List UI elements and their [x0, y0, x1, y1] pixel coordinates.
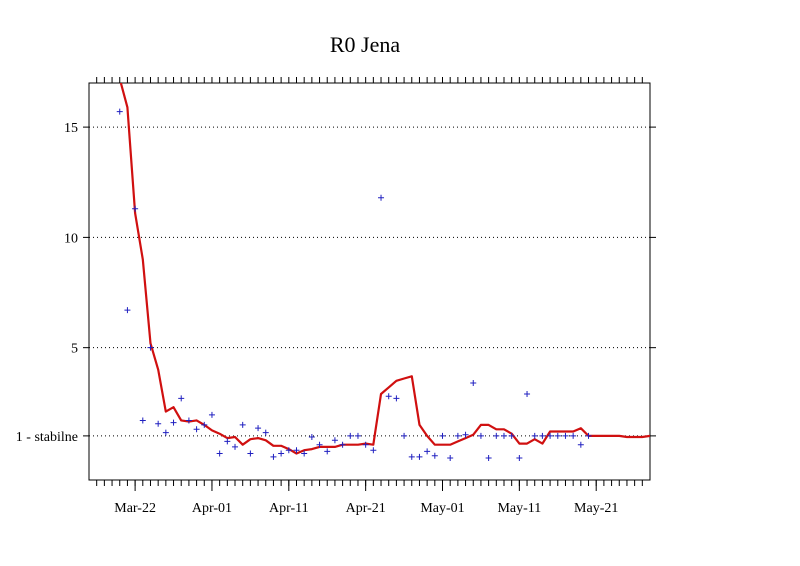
r0-daily-point-36 [393, 395, 400, 402]
r0-daily-point-27 [324, 448, 331, 455]
r0-daily-point-28 [331, 437, 338, 444]
x-tick-label-0: Mar-22 [114, 501, 156, 516]
x-tick-label-1: Apr-01 [192, 501, 232, 516]
r0-daily-point-13 [216, 450, 223, 457]
r0-daily-point-16 [239, 421, 246, 428]
r0-daily-point-54 [531, 432, 538, 439]
r0-daily-point-60 [577, 441, 584, 448]
r0-daily-point-18 [255, 425, 262, 432]
x-tick-label-3: Apr-21 [346, 501, 386, 516]
r0-daily-point-7 [170, 419, 177, 426]
r0-daily-point-58 [562, 432, 569, 439]
r0-daily-point-59 [570, 432, 577, 439]
y-axis: 1 - stabilne 5 10 15 [16, 121, 656, 445]
r0-daily-point-11 [201, 421, 208, 428]
r0-daily-point-46 [470, 379, 477, 386]
r0-daily-point-1 [124, 307, 131, 314]
r0-daily-point-34 [378, 194, 385, 201]
r0-daily-point-57 [554, 432, 561, 439]
r0-daily-point-19 [262, 429, 269, 436]
y-tick-label-3: 15 [64, 121, 78, 136]
r0-daily-point-53 [524, 390, 531, 397]
r0-daily-point-23 [293, 447, 300, 454]
chart-title: R0 Jena [330, 32, 401, 57]
r0-daily-point-40 [424, 448, 431, 455]
r0-daily-point-35 [385, 393, 392, 400]
x-tick-label-5: May-11 [497, 501, 541, 516]
x-tick-label-4: May-01 [420, 501, 464, 516]
y-tick-label-1: 5 [71, 342, 78, 357]
r0-daily-point-44 [454, 432, 461, 439]
r0-daily-point-10 [193, 426, 200, 433]
r0-daily-point-24 [301, 450, 308, 457]
r0-daily-point-17 [247, 450, 254, 457]
r0-daily-point-45 [462, 431, 469, 438]
r0-daily-point-42 [439, 432, 446, 439]
r0-daily-point-51 [508, 432, 515, 439]
y-tick-label-0: 1 - stabilne [16, 430, 78, 445]
r0-daily-point-5 [155, 420, 162, 427]
r0-daily-point-39 [416, 453, 423, 460]
r0-daily-point-47 [477, 432, 484, 439]
r0-smoothed-line [119, 83, 650, 455]
r0-daily-point-6 [162, 429, 169, 436]
r0-daily-point-30 [347, 432, 354, 439]
r0-daily-point-61 [585, 432, 592, 439]
r0-daily-point-22 [285, 447, 292, 454]
r0-daily-point-26 [316, 441, 323, 448]
r0-daily-point-31 [354, 432, 361, 439]
x-tick-label-2: Apr-11 [269, 501, 309, 516]
r0-daily-point-37 [401, 432, 408, 439]
r0-daily-point-15 [232, 443, 239, 450]
r0-daily-point-14 [224, 438, 231, 445]
r0-daily-point-21 [278, 450, 285, 457]
r0-daily-point-33 [370, 447, 377, 454]
grid-layer [89, 126, 650, 437]
r0-daily-point-29 [339, 441, 346, 448]
r0-daily-point-8 [178, 395, 185, 402]
series-layer [116, 83, 650, 461]
x-axis: Mar-22 Apr-01 Apr-11 Apr-21 May-01 May-11 May-… [96, 77, 643, 516]
r0-daily-point-38 [408, 453, 415, 460]
r0-daily-point-20 [270, 453, 277, 460]
r0-daily-point-3 [139, 417, 146, 424]
r0-daily-point-4 [147, 344, 154, 351]
r0-daily-point-41 [431, 452, 438, 459]
r0-daily-point-56 [547, 432, 554, 439]
r0-daily-point-48 [485, 454, 492, 461]
r0-daily-point-49 [493, 432, 500, 439]
r0-daily-point-52 [516, 454, 523, 461]
r0-daily-point-12 [208, 411, 215, 418]
r0-daily-point-43 [447, 454, 454, 461]
plot-frame [88, 82, 651, 481]
x-tick-label-6: May-21 [574, 501, 618, 516]
r0-daily-point-0 [116, 108, 123, 115]
r0-daily-point-32 [362, 441, 369, 448]
r0-daily-point-25 [308, 433, 315, 440]
r0-daily-point-50 [500, 432, 507, 439]
y-tick-label-2: 10 [64, 231, 78, 246]
r0-daily-point-2 [132, 205, 139, 212]
r0-daily-point-55 [539, 432, 546, 439]
r0-daily-point-9 [185, 417, 192, 424]
